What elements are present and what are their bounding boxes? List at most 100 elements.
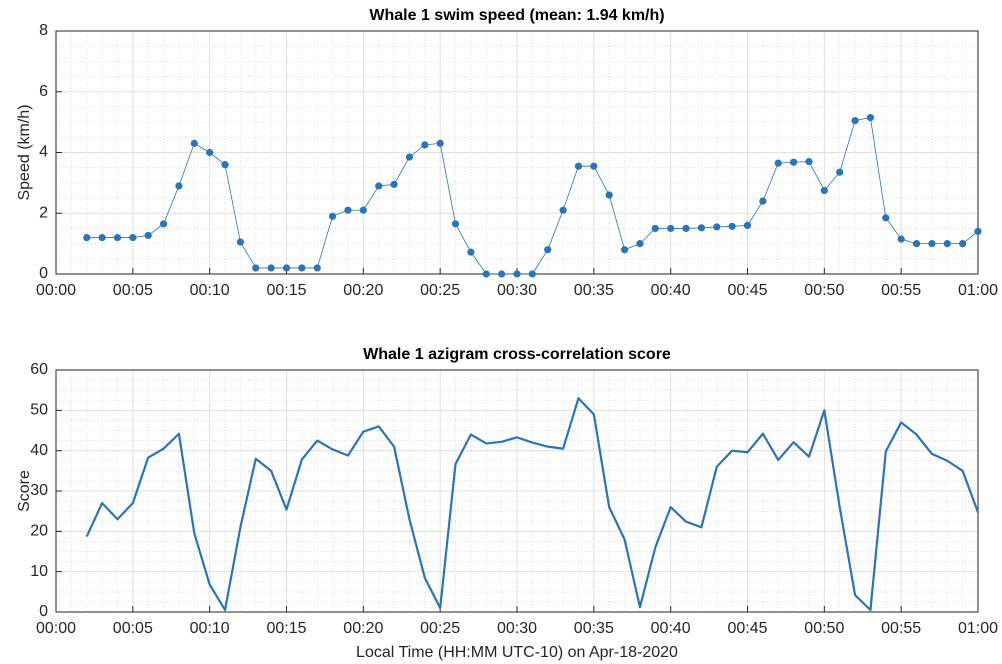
point bbox=[451, 220, 460, 228]
point bbox=[713, 223, 721, 231]
x-tick-label: 00:50 bbox=[804, 282, 844, 299]
x-axis-label: Local Time (HH:MM UTC-10) on Apr-18-2020 bbox=[356, 644, 678, 661]
point bbox=[175, 182, 183, 190]
x-tick-label: 00:00 bbox=[36, 620, 76, 637]
x-tick-label: 00:15 bbox=[266, 282, 306, 299]
point bbox=[221, 161, 229, 169]
x-tick-label: 01:00 bbox=[958, 282, 998, 299]
point bbox=[405, 153, 414, 161]
point bbox=[359, 206, 367, 214]
point bbox=[959, 240, 967, 248]
point bbox=[774, 159, 782, 167]
point bbox=[636, 240, 644, 248]
point bbox=[421, 141, 429, 149]
y-tick-label: 0 bbox=[39, 603, 48, 620]
point bbox=[790, 158, 798, 166]
x-tick-label: 00:55 bbox=[881, 282, 921, 299]
point bbox=[267, 264, 275, 272]
point bbox=[159, 220, 168, 228]
point bbox=[298, 264, 306, 272]
point bbox=[943, 240, 951, 248]
x-tick-label: 00:40 bbox=[651, 282, 691, 299]
x-tick-label: 00:10 bbox=[190, 620, 230, 637]
x-tick-label: 00:55 bbox=[881, 620, 921, 637]
point bbox=[820, 186, 828, 195]
x-tick-label: 00:15 bbox=[266, 620, 306, 637]
y-tick-label: 2 bbox=[39, 204, 48, 221]
point bbox=[851, 117, 859, 125]
point bbox=[498, 270, 506, 278]
point bbox=[144, 231, 152, 240]
point bbox=[436, 139, 444, 147]
point bbox=[206, 148, 214, 157]
point bbox=[190, 139, 198, 147]
point bbox=[912, 240, 921, 248]
x-tick-label: 00:30 bbox=[497, 282, 537, 299]
point bbox=[974, 227, 982, 236]
y-tick-label: 40 bbox=[30, 442, 48, 459]
x-tick-label: 00:05 bbox=[113, 282, 153, 299]
point bbox=[528, 270, 536, 278]
x-tick-label: 00:35 bbox=[574, 620, 614, 637]
point bbox=[83, 233, 91, 242]
point bbox=[559, 206, 567, 214]
chart-title: Whale 1 azigram cross-correlation score bbox=[363, 346, 671, 363]
axes: 00:00 00:05 00:10 00:15 00:20 00:25 00:30 00:35… bbox=[16, 346, 998, 661]
point bbox=[682, 224, 690, 233]
point bbox=[236, 238, 244, 246]
point bbox=[605, 191, 613, 199]
point bbox=[728, 222, 736, 230]
x-tick-label: 01:00 bbox=[958, 620, 998, 637]
point bbox=[743, 221, 752, 229]
x-tick-label: 00:50 bbox=[804, 620, 844, 637]
point bbox=[667, 224, 675, 233]
x-tick-label: 00:35 bbox=[574, 282, 614, 299]
point bbox=[897, 235, 905, 243]
point bbox=[590, 162, 598, 170]
point bbox=[129, 233, 137, 242]
point bbox=[882, 214, 890, 222]
point bbox=[113, 233, 122, 242]
x-tick-label: 00:20 bbox=[343, 282, 383, 299]
point bbox=[252, 264, 260, 272]
x-tick-label: 00:05 bbox=[113, 620, 153, 637]
y-tick-label: 4 bbox=[39, 144, 48, 161]
axes: 00:00 00:05 00:10 00:15 00:20 00:25 00:30 00:35… bbox=[16, 7, 998, 299]
y-tick-label: 30 bbox=[30, 482, 48, 499]
point bbox=[513, 270, 521, 278]
point bbox=[467, 248, 475, 256]
y-tick-label: 0 bbox=[39, 265, 48, 282]
point bbox=[313, 264, 321, 272]
axes-frame bbox=[55, 369, 979, 613]
y-tick-label: 8 bbox=[39, 22, 48, 39]
point bbox=[697, 224, 706, 232]
y-axis-label: Speed (km/h) bbox=[16, 104, 33, 200]
y-tick-label: 20 bbox=[30, 523, 48, 540]
chart-title: Whale 1 swim speed (mean: 1.94 km/h) bbox=[369, 7, 664, 24]
point bbox=[866, 113, 875, 122]
x-tick-label: 00:40 bbox=[651, 620, 691, 637]
point bbox=[759, 197, 767, 205]
point bbox=[344, 206, 352, 214]
point bbox=[375, 182, 383, 190]
point bbox=[620, 246, 629, 254]
y-tick-label: 6 bbox=[39, 83, 48, 100]
x-tick-label: 00:45 bbox=[727, 620, 767, 637]
x-tick-label: 00:20 bbox=[343, 620, 383, 637]
x-tick-label: 00:25 bbox=[420, 282, 460, 299]
point bbox=[329, 212, 337, 220]
y-tick-label: 60 bbox=[30, 361, 48, 378]
point bbox=[98, 233, 106, 242]
point bbox=[574, 162, 583, 170]
point bbox=[390, 180, 398, 188]
x-tick-label: 00:30 bbox=[497, 620, 537, 637]
y-tick-label: 50 bbox=[30, 402, 48, 419]
x-tick-label: 00:45 bbox=[727, 282, 767, 299]
point bbox=[282, 264, 291, 272]
y-axis-label: Score bbox=[16, 470, 33, 512]
point bbox=[928, 240, 936, 248]
y-tick-label: 10 bbox=[30, 563, 48, 580]
x-tick-label: 00:00 bbox=[36, 282, 76, 299]
x-tick-label: 00:25 bbox=[420, 620, 460, 637]
